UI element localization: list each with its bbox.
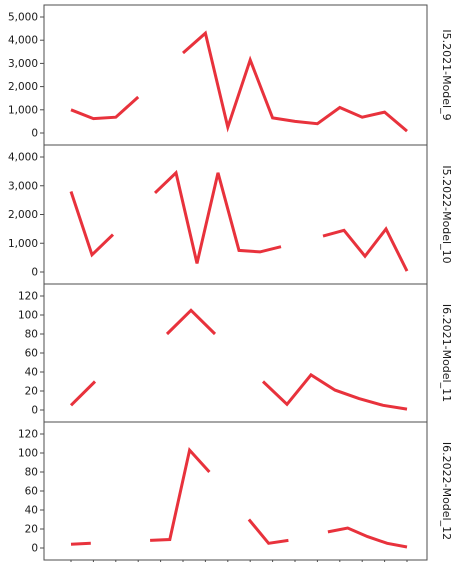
- series-line-panel2-seg2: [153, 169, 282, 264]
- y-tick-label-panel1-2: 2,000: [8, 81, 38, 93]
- y-tick-label-panel4-5: 100: [18, 448, 38, 460]
- series-line-panel3-seg2: [165, 308, 217, 336]
- panel-frame-1: [43, 4, 428, 146]
- series-line-panel4-seg3: [247, 518, 289, 545]
- y-tick-label-panel4-1: 20: [25, 524, 38, 536]
- y-tick-label-panel2-0: 0: [31, 267, 38, 279]
- series-line-panel3-seg1: [69, 380, 97, 407]
- y-tick-label-panel2-4: 4,000: [8, 152, 38, 164]
- y-tick-label-panel1-5: 5,000: [8, 12, 38, 24]
- panel-frame-4: [43, 421, 428, 561]
- y-tick-label-panel3-6: 120: [18, 291, 38, 303]
- y-tick-label-panel1-4: 4,000: [8, 35, 38, 47]
- y-tick-label-panel4-3: 60: [25, 486, 38, 498]
- y-tick-label-panel4-0: 0: [31, 543, 38, 555]
- y-tick-label-panel2-2: 2,000: [8, 209, 38, 221]
- y-tick-label-panel1-0: 0: [31, 128, 38, 140]
- y-tick-label-panel3-3: 60: [25, 348, 38, 360]
- series-line-panel2-seg3: [322, 226, 409, 272]
- series-line-panel1-seg1: [70, 95, 140, 121]
- panel-label-4: I6.2022-Model_12: [440, 442, 453, 540]
- series-line-panel2-seg1: [69, 191, 115, 258]
- y-tick-label-panel2-3: 3,000: [8, 180, 38, 192]
- y-tick-label-panel4-2: 40: [25, 505, 38, 517]
- series-line-panel4-seg4: [327, 526, 408, 549]
- y-tick-label-panel4-6: 120: [18, 429, 38, 441]
- series-line-panel4-seg1: [70, 541, 91, 546]
- panel-label-1: I5.2021-Model_9: [440, 29, 453, 120]
- y-tick-label-panel3-4: 80: [25, 329, 38, 341]
- y-tick-label-panel3-0: 0: [31, 405, 38, 417]
- y-tick-label-panel4-4: 80: [25, 467, 38, 479]
- panel-label-3: I6.2021-Model_11: [440, 304, 453, 402]
- y-tick-label-panel3-1: 20: [25, 386, 38, 398]
- y-tick-label-panel3-5: 100: [18, 310, 38, 322]
- y-tick-label-panel2-1: 1,000: [8, 238, 38, 250]
- series-line-panel4-seg2: [150, 446, 211, 542]
- series-line-panel3-seg3: [261, 372, 408, 411]
- series-line-panel1-seg2: [182, 30, 408, 133]
- panel-frame-2: [43, 144, 428, 285]
- panel-label-2: I5.2022-Model_10: [440, 165, 453, 263]
- y-tick-label-panel3-2: 40: [25, 367, 38, 379]
- y-tick-label-panel1-1: 1,000: [8, 104, 38, 116]
- y-tick-label-panel1-3: 3,000: [8, 58, 38, 70]
